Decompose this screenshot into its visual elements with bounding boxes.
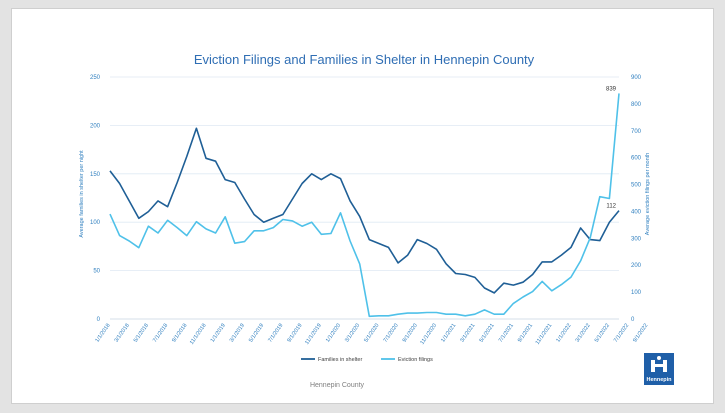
x-tick-label: 11/1/2020 [419,323,438,346]
x-tick-label: 7/1/2018 [152,323,169,344]
left-tick-label: 0 [97,317,101,323]
x-axis-ticks: 1/1/2018 3/1/2018 5/1/2018 7/1/2018 9/1/2018… [94,323,649,346]
x-tick-label: 5/1/2022 [594,323,611,344]
x-tick-label: 3/1/2022 [575,323,592,344]
x-tick-label: 5/1/2021 [479,323,496,344]
right-tick-label: 0 [631,317,635,323]
x-tick-label: 11/1/2019 [304,323,323,346]
x-tick-label: 1/1/2021 [440,323,457,344]
right-tick-label: 300 [631,236,642,242]
legend-label: Eviction filings [398,357,433,363]
chart-title: Eviction Filings and Families in Shelter… [194,52,535,67]
x-tick-label: 3/1/2021 [459,323,476,344]
x-tick-label: 3/1/2020 [344,323,361,344]
data-annotations: 839 112 [606,86,617,209]
x-tick-label: 7/1/2022 [613,323,630,344]
right-axis-title: Average eviction filings per month [645,153,651,235]
legend: Families in shelter Eviction filings [301,357,433,363]
gridlines [110,76,619,320]
data-label: 839 [606,86,617,92]
x-tick-label: 7/1/2020 [383,323,400,344]
x-tick-label: 9/1/2022 [632,323,649,344]
x-tick-label: 7/1/2019 [267,323,284,344]
x-tick-label: 1/1/2018 [94,323,111,344]
x-tick-label: 5/1/2018 [133,323,150,344]
series-lines [109,93,620,318]
left-tick-label: 100 [90,220,101,226]
x-tick-label: 9/1/2021 [517,323,534,344]
left-tick-label: 200 [90,123,101,129]
logo-text: Hennepin [646,377,672,383]
x-tick-label: 3/1/2019 [229,323,246,344]
footer-source: Hennepin County [310,382,365,389]
x-tick-label: 5/1/2020 [363,323,380,344]
right-tick-label: 600 [631,156,642,162]
x-tick-label: 1/1/2019 [210,323,227,344]
x-tick-label: 9/1/2019 [287,323,304,344]
right-tick-label: 900 [631,75,642,81]
legend-label: Families in shelter [318,357,362,363]
x-tick-label: 1/1/2022 [555,323,572,344]
chart: Eviction Filings and Families in Shelter… [79,52,651,389]
right-tick-label: 400 [631,209,642,215]
right-tick-label: 800 [631,102,642,108]
left-tick-label: 150 [90,172,101,178]
x-tick-label: 7/1/2021 [498,323,515,344]
right-tick-label: 200 [631,263,642,269]
right-tick-label: 500 [631,183,642,189]
right-axis-ticks: 0 100 200 300 400 500 600 700 800 900 [631,75,642,323]
hennepin-logo: Hennepin [644,353,674,385]
right-tick-label: 700 [631,129,642,135]
data-label: 112 [606,204,616,210]
left-axis-title: Average families in shelter per night [79,150,85,238]
series-line-families-in-shelter [109,127,620,294]
slide: Eviction Filings and Families in Shelter… [11,8,714,404]
x-tick-label: 1/1/2020 [325,323,342,344]
right-tick-label: 100 [631,290,642,296]
x-tick-label: 11/1/2021 [535,323,554,346]
x-tick-label: 9/1/2020 [402,323,419,344]
left-tick-label: 250 [90,75,101,81]
x-tick-label: 11/1/2018 [189,323,208,346]
left-axis-ticks: 0 50 100 150 200 250 [90,75,101,323]
x-tick-label: 5/1/2019 [248,323,265,344]
x-tick-label: 3/1/2018 [114,323,131,344]
x-tick-label: 9/1/2018 [171,323,188,344]
left-tick-label: 50 [93,269,100,275]
series-line-eviction-filings [109,93,620,318]
